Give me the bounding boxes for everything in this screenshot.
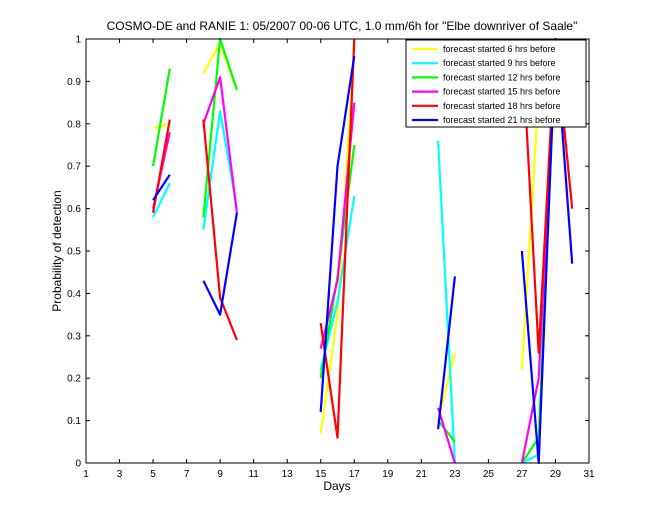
x-tick-label: 19 xyxy=(382,469,394,480)
y-tick-label: 0.9 xyxy=(67,77,81,88)
y-axis-ticks: 0 0.1 0.2 0.3 0.4 0.5 0.6 0.7 0.8 0.9 1 xyxy=(67,35,589,470)
legend-label-0: forecast started 6 hrs before xyxy=(443,44,556,54)
series-2-segment-0 xyxy=(152,68,171,167)
series-5-segment-1 xyxy=(202,212,238,316)
y-tick-label: 0.7 xyxy=(67,162,81,173)
legend-box xyxy=(405,39,587,128)
y-tick-label: 0.4 xyxy=(67,289,81,300)
x-tick-label: 1 xyxy=(83,469,89,480)
x-axis-label: Days xyxy=(323,479,350,493)
series-3-segment-1 xyxy=(202,76,238,213)
legend-label-5: forecast started 21 hrs before xyxy=(443,115,561,125)
series-5-segment-3 xyxy=(437,276,456,430)
chart-title: COSMO-DE and RANIE 1: 05/2007 00-06 UTC,… xyxy=(107,19,578,33)
x-tick-label: 9 xyxy=(217,469,223,480)
legend-label-2: forecast started 12 hrs before xyxy=(443,72,561,82)
x-tick-label: 15 xyxy=(315,469,327,480)
legend-label-4: forecast started 18 hrs before xyxy=(443,101,561,111)
x-tick-label: 5 xyxy=(150,469,156,480)
series-0-segment-2 xyxy=(319,47,356,434)
x-tick-label: 23 xyxy=(449,469,461,480)
series-5-segment-2 xyxy=(319,55,356,413)
series-3-segment-3 xyxy=(437,407,456,464)
x-tick-label: 3 xyxy=(117,469,123,480)
x-tick-label: 7 xyxy=(184,469,190,480)
x-tick-label: 17 xyxy=(349,469,361,480)
legend-label-1: forecast started 9 hrs before xyxy=(443,58,556,68)
x-tick-label: 13 xyxy=(282,469,294,480)
series-1-segment-0 xyxy=(152,182,171,218)
x-tick-label: 11 xyxy=(248,469,259,480)
x-tick-label: 21 xyxy=(416,469,428,480)
y-tick-label: 1 xyxy=(75,35,81,46)
series-2-segment-3 xyxy=(437,419,456,443)
plot-frame xyxy=(85,38,590,464)
legend-label-3: forecast started 15 hrs before xyxy=(443,87,561,97)
series-lines xyxy=(152,37,574,465)
series-4-segment-1 xyxy=(202,119,238,341)
y-tick-label: 0.3 xyxy=(67,331,81,342)
y-tick-label: 0.5 xyxy=(67,247,81,258)
x-tick-label: 29 xyxy=(550,469,562,480)
y-tick-label: 0.1 xyxy=(67,416,81,427)
series-1-segment-3 xyxy=(437,140,456,464)
x-tick-label: 31 xyxy=(583,469,595,480)
y-tick-label: 0.2 xyxy=(67,374,81,385)
series-4-segment-2 xyxy=(319,38,356,439)
series-5-segment-4 xyxy=(520,37,574,465)
y-axis-label: Probability of detection xyxy=(50,190,64,311)
x-tick-label: 27 xyxy=(516,469,528,480)
y-tick-label: 0 xyxy=(75,459,81,470)
y-tick-label: 0.8 xyxy=(67,119,81,130)
series-0-segment-0 xyxy=(152,122,171,130)
series-5-segment-0 xyxy=(152,174,171,201)
legend: forecast started 6 hrs before forecast st… xyxy=(405,39,587,128)
y-tick-label: 0.6 xyxy=(67,204,81,215)
x-tick-label: 25 xyxy=(483,469,495,480)
